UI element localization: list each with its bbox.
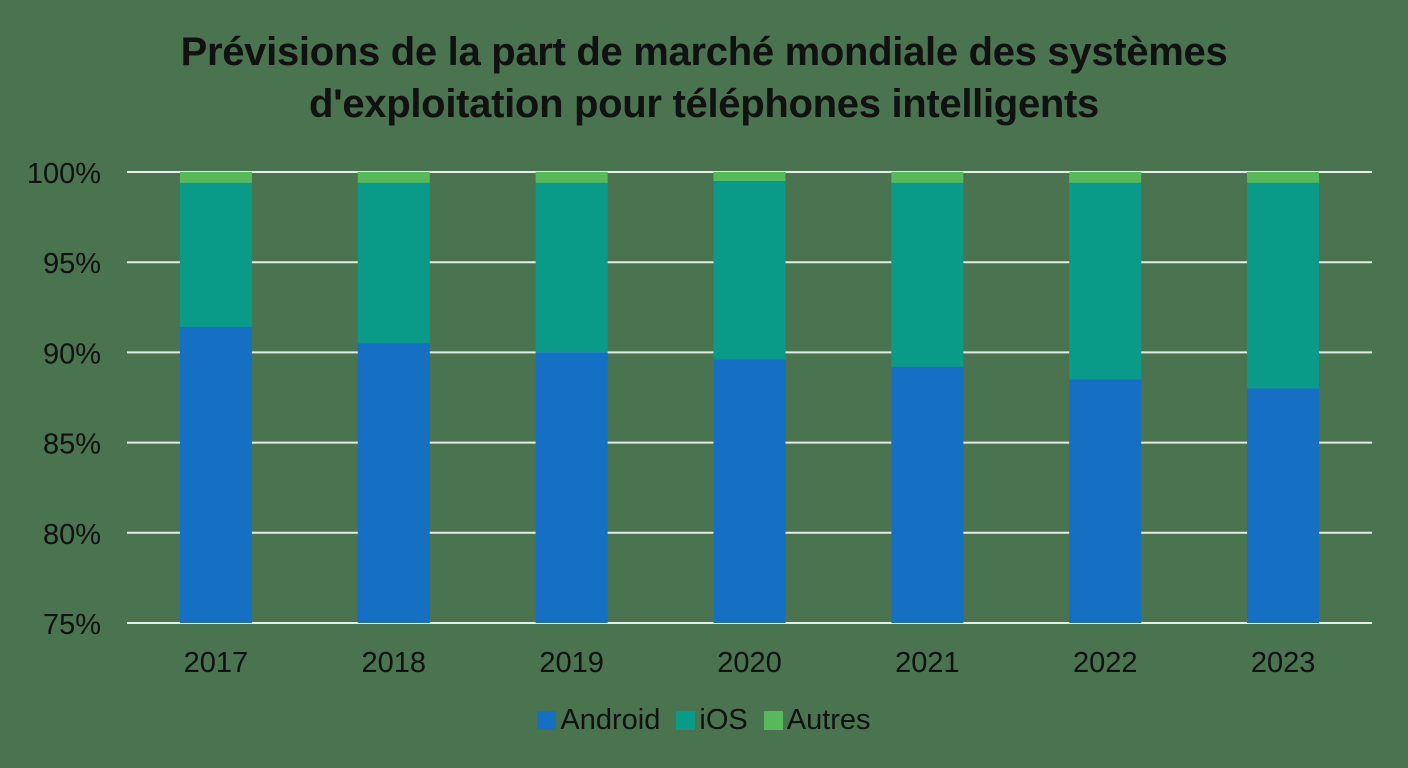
x-tick-label: 2018: [362, 647, 427, 679]
x-tick-label: 2019: [539, 647, 604, 679]
y-tick-label: 80%: [43, 519, 101, 551]
legend-label-ios: iOS: [699, 704, 748, 736]
x-tick-label: 2022: [1073, 647, 1138, 679]
bar-android-2023: [1247, 388, 1320, 623]
y-tick-label: 75%: [43, 609, 101, 641]
y-tick-label: 90%: [43, 338, 101, 370]
y-tick-label: 100%: [27, 158, 101, 190]
legend-swatch-ios: [676, 711, 696, 730]
bar-android-2022: [1069, 379, 1142, 623]
bar-android-2021: [891, 366, 964, 623]
bar-ios-2018: [357, 182, 430, 344]
bar-autres-2018: [357, 172, 430, 183]
bar-ios-2020: [713, 181, 786, 360]
bar-autres-2020: [713, 172, 786, 182]
bar-ios-2022: [1069, 182, 1142, 380]
legend-label-autres: Autres: [786, 704, 871, 736]
legend-swatch-autres: [763, 711, 783, 730]
chart-title: Prévisions de la part de marché mondiale…: [0, 26, 1408, 130]
chart-title-line-2: d'exploitation pour téléphones intellige…: [309, 82, 1099, 126]
bar-android-2019: [535, 352, 608, 623]
legend-item-ios: iOS: [676, 704, 748, 737]
bar-autres-2023: [1247, 172, 1320, 183]
bar-autres-2017: [179, 172, 252, 183]
chart-title-line-1: Prévisions de la part de marché mondiale…: [180, 30, 1228, 74]
bar-autres-2021: [891, 172, 964, 183]
bar-ios-2023: [1247, 182, 1320, 389]
y-tick-label: 85%: [43, 429, 101, 461]
bar-android-2020: [713, 359, 786, 623]
bar-ios-2021: [891, 182, 964, 367]
legend-item-autres: Autres: [763, 704, 871, 737]
bar-ios-2017: [179, 182, 252, 328]
y-tick-label: 95%: [43, 248, 101, 280]
legend-item-android: Android: [537, 704, 660, 737]
legend: Android iOS Autres: [0, 704, 1408, 737]
x-tick-label: 2020: [717, 647, 782, 679]
legend-swatch-android: [537, 711, 557, 730]
bar-ios-2019: [535, 182, 608, 353]
x-tick-label: 2023: [1251, 647, 1316, 679]
legend-label-android: Android: [560, 704, 661, 736]
bar-android-2018: [357, 343, 430, 623]
bar-android-2017: [179, 327, 252, 623]
x-tick-label: 2021: [895, 647, 960, 679]
bar-autres-2022: [1069, 172, 1142, 183]
bar-autres-2019: [535, 172, 608, 183]
x-tick-label: 2017: [184, 647, 249, 679]
